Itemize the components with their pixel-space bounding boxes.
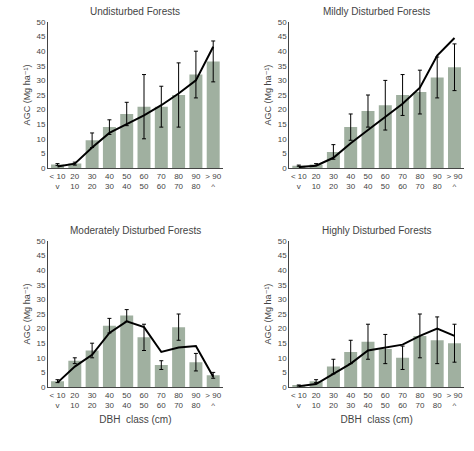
svg-text:50: 50 — [36, 18, 45, 27]
svg-text:6050: 6050 — [140, 172, 149, 191]
svg-text:> 90^: > 90^ — [447, 172, 463, 191]
svg-text:2010: 2010 — [312, 391, 321, 410]
svg-text:4030: 4030 — [346, 391, 355, 410]
svg-text:5040: 5040 — [122, 172, 131, 191]
svg-text:10: 10 — [36, 135, 45, 144]
svg-text:2010: 2010 — [70, 391, 79, 410]
svg-text:50: 50 — [278, 18, 287, 27]
svg-text:35: 35 — [278, 62, 287, 71]
svg-text:6050: 6050 — [140, 391, 149, 410]
svg-text:0: 0 — [282, 383, 287, 392]
svg-text:30: 30 — [36, 76, 45, 85]
svg-text:4030: 4030 — [105, 391, 114, 410]
svg-text:10: 10 — [278, 135, 287, 144]
svg-text:35: 35 — [278, 281, 287, 290]
svg-text:20: 20 — [278, 324, 287, 333]
svg-text:5040: 5040 — [364, 172, 373, 191]
svg-text:8070: 8070 — [415, 391, 424, 410]
svg-text:7060: 7060 — [398, 391, 407, 410]
svg-text:AGC (Mg ha⁻¹): AGC (Mg ha⁻¹) — [263, 65, 273, 126]
svg-text:AGC (Mg ha⁻¹): AGC (Mg ha⁻¹) — [263, 284, 273, 345]
svg-text:20: 20 — [36, 324, 45, 333]
svg-text:25: 25 — [36, 310, 45, 319]
svg-text:8070: 8070 — [174, 172, 183, 191]
svg-text:5: 5 — [41, 149, 46, 158]
svg-text:Undisturbed Forests: Undisturbed Forests — [90, 6, 180, 17]
svg-text:50: 50 — [278, 237, 287, 246]
svg-text:7060: 7060 — [398, 172, 407, 191]
svg-text:DBH class (cm): DBH class (cm) — [341, 414, 413, 425]
svg-text:6050: 6050 — [381, 391, 390, 410]
svg-text:3020: 3020 — [88, 172, 97, 191]
svg-text:4030: 4030 — [346, 172, 355, 191]
svg-text:Mildly Disturbed Forests: Mildly Disturbed Forests — [323, 6, 430, 17]
svg-text:2010: 2010 — [312, 172, 321, 191]
svg-text:0: 0 — [41, 383, 46, 392]
svg-text:< 10v: < 10v — [50, 172, 66, 191]
svg-text:8070: 8070 — [415, 172, 424, 191]
svg-text:50: 50 — [36, 237, 45, 246]
svg-text:< 10v: < 10v — [291, 391, 307, 410]
svg-text:25: 25 — [278, 310, 287, 319]
svg-text:10: 10 — [36, 354, 45, 363]
svg-text:> 90^: > 90^ — [205, 391, 221, 410]
svg-text:40: 40 — [36, 47, 45, 56]
svg-text:35: 35 — [36, 62, 45, 71]
svg-text:5: 5 — [282, 149, 287, 158]
svg-text:15: 15 — [36, 120, 45, 129]
svg-text:9080: 9080 — [191, 391, 200, 410]
svg-text:6050: 6050 — [381, 172, 390, 191]
svg-text:45: 45 — [278, 251, 287, 260]
svg-text:45: 45 — [36, 251, 45, 260]
svg-text:40: 40 — [278, 47, 287, 56]
svg-text:AGC (Mg ha⁻¹): AGC (Mg ha⁻¹) — [22, 284, 32, 345]
svg-text:Moderately Disturbed Forests: Moderately Disturbed Forests — [70, 225, 201, 236]
svg-text:30: 30 — [278, 295, 287, 304]
svg-text:4030: 4030 — [105, 172, 114, 191]
svg-text:9080: 9080 — [433, 391, 442, 410]
svg-text:3020: 3020 — [88, 391, 97, 410]
svg-text:0: 0 — [282, 164, 287, 173]
svg-text:5: 5 — [282, 368, 287, 377]
svg-text:3020: 3020 — [329, 391, 338, 410]
svg-text:< 10v: < 10v — [50, 391, 66, 410]
svg-text:30: 30 — [36, 295, 45, 304]
svg-text:> 90^: > 90^ — [447, 391, 463, 410]
svg-text:35: 35 — [36, 281, 45, 290]
svg-text:7060: 7060 — [157, 172, 166, 191]
svg-text:< 10v: < 10v — [291, 172, 307, 191]
svg-text:30: 30 — [278, 76, 287, 85]
svg-text:10: 10 — [278, 354, 287, 363]
svg-text:AGC (Mg ha⁻¹): AGC (Mg ha⁻¹) — [22, 65, 32, 126]
svg-text:15: 15 — [278, 120, 287, 129]
svg-text:5040: 5040 — [364, 391, 373, 410]
svg-text:15: 15 — [36, 339, 45, 348]
svg-text:25: 25 — [36, 91, 45, 100]
svg-text:45: 45 — [36, 32, 45, 41]
svg-text:9080: 9080 — [191, 172, 200, 191]
svg-text:40: 40 — [278, 266, 287, 275]
svg-text:> 90^: > 90^ — [205, 172, 221, 191]
svg-text:40: 40 — [36, 266, 45, 275]
svg-text:8070: 8070 — [174, 391, 183, 410]
svg-text:0: 0 — [41, 164, 46, 173]
svg-text:5040: 5040 — [122, 391, 131, 410]
svg-text:9080: 9080 — [433, 172, 442, 191]
svg-text:Highly Disturbed Forests: Highly Disturbed Forests — [322, 225, 431, 236]
svg-text:7060: 7060 — [157, 391, 166, 410]
svg-text:25: 25 — [278, 91, 287, 100]
svg-text:20: 20 — [278, 105, 287, 114]
svg-text:DBH class (cm): DBH class (cm) — [99, 414, 171, 425]
svg-text:45: 45 — [278, 32, 287, 41]
svg-text:20: 20 — [36, 105, 45, 114]
svg-text:15: 15 — [278, 339, 287, 348]
svg-text:2010: 2010 — [70, 172, 79, 191]
svg-text:5: 5 — [41, 368, 46, 377]
svg-text:3020: 3020 — [329, 172, 338, 191]
